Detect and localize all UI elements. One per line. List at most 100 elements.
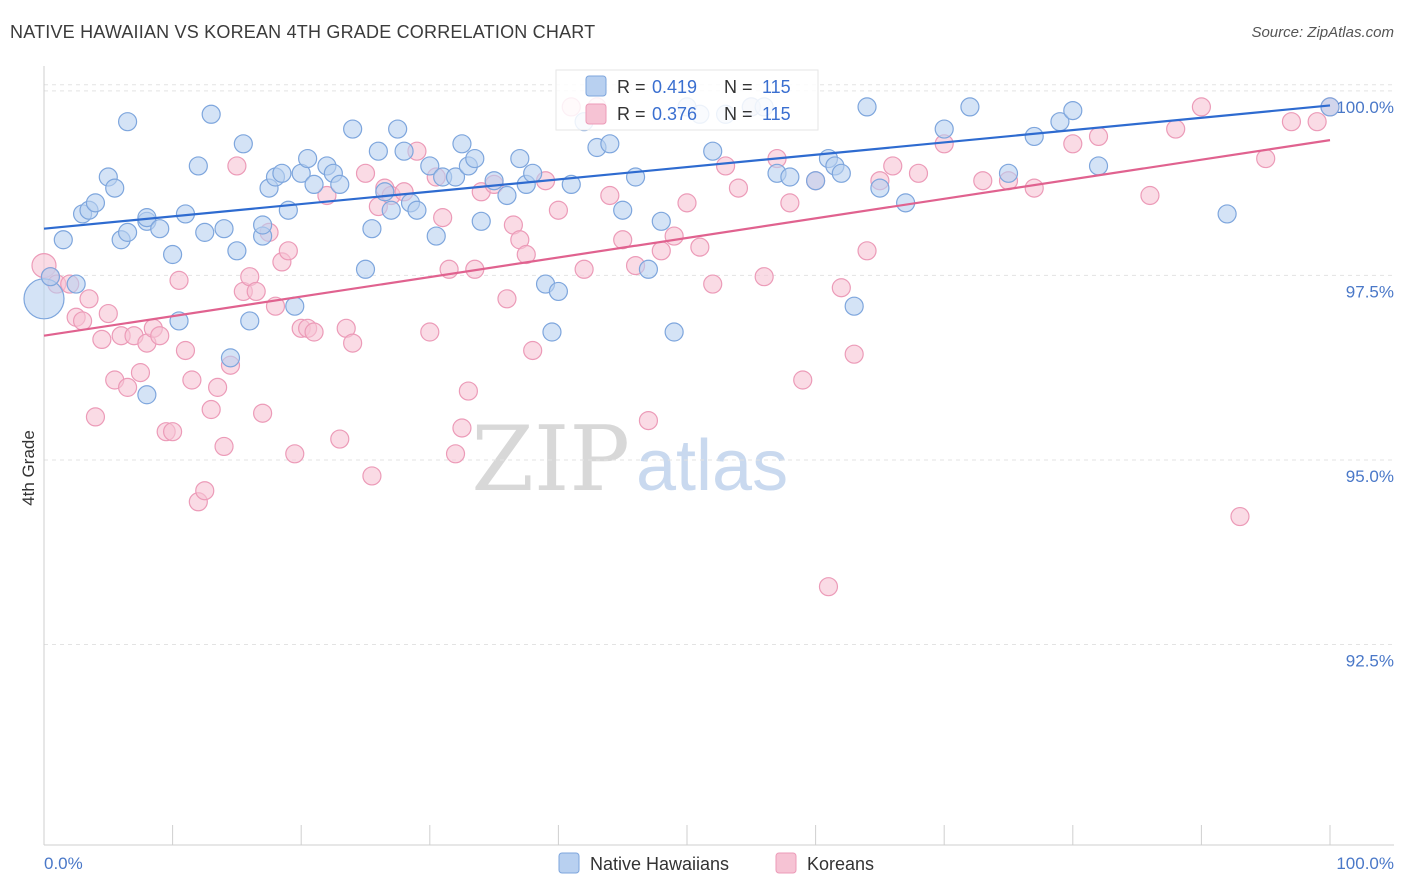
native-hawaiian-point-22 xyxy=(214,219,234,239)
legend-label-koreans: Koreans xyxy=(807,854,874,874)
native-hawaiian-point-88 xyxy=(857,97,877,117)
native-hawaiian-point-33 xyxy=(285,296,305,316)
korean-point-5 xyxy=(72,311,93,331)
x-tick-label-max: 100.0% xyxy=(1336,854,1394,873)
korean-point-105 xyxy=(1191,97,1212,117)
korean-point-21 xyxy=(175,340,196,361)
korean-point-85 xyxy=(754,267,774,287)
legend-top-swatch-blue xyxy=(585,75,607,97)
korean-point-98 xyxy=(973,171,993,191)
native-hawaiian-point-46 xyxy=(388,119,408,139)
korean-point-58 xyxy=(452,418,472,438)
native-hawaiian-point-54 xyxy=(452,134,472,154)
korean-point-63 xyxy=(497,289,517,309)
native-hawaiian-point-14 xyxy=(137,385,157,405)
y-axis-title: 4th Grade xyxy=(19,430,38,506)
korean-point-7 xyxy=(85,407,106,427)
korean-point-101 xyxy=(1063,134,1083,154)
korean-point-92 xyxy=(844,344,864,364)
korean-point-104 xyxy=(1166,119,1186,139)
korean-point-17 xyxy=(150,326,170,346)
korean-point-38 xyxy=(285,444,305,464)
korean-point-88 xyxy=(793,370,813,390)
native-hawaiian-point-3 xyxy=(66,274,86,294)
korean-point-109 xyxy=(1307,112,1327,132)
korean-point-76 xyxy=(638,410,659,431)
legend-top-r-label-2: R = xyxy=(617,104,646,124)
korean-point-14 xyxy=(130,363,151,383)
korean-point-103 xyxy=(1140,185,1160,206)
korean-point-12 xyxy=(117,377,138,397)
korean-point-25 xyxy=(201,399,221,420)
native-hawaiian-point-72 xyxy=(638,259,659,279)
native-hawaiian-point-91 xyxy=(934,119,954,139)
legend-top-r-label-1: R = xyxy=(617,77,646,97)
korean-point-95 xyxy=(883,156,903,176)
native-hawaiian-point-2 xyxy=(53,230,73,250)
korean-point-93 xyxy=(857,241,877,261)
korean-point-47 xyxy=(362,466,382,486)
native-hawaiian-point-10 xyxy=(117,222,138,242)
native-hawaiian-point-31 xyxy=(272,163,292,183)
native-hawaiian-point-97 xyxy=(1088,156,1109,176)
korean-point-96 xyxy=(908,163,929,183)
native-hawaiian-point-35 xyxy=(298,148,318,169)
native-hawaiian-point-89 xyxy=(870,178,890,198)
native-hawaiian-point-70 xyxy=(613,200,633,220)
legend-top-n-label-2: N = xyxy=(724,104,753,124)
native-hawaiian-point-25 xyxy=(233,134,253,154)
native-hawaiian-point-83 xyxy=(805,171,826,191)
korean-point-69 xyxy=(548,200,569,220)
native-hawaiian-point-51 xyxy=(426,226,446,246)
legend-swatch-native-hawaiians xyxy=(558,852,580,874)
korean-point-42 xyxy=(317,185,337,206)
korean-point-106 xyxy=(1230,506,1250,527)
native-hawaiian-point-86 xyxy=(831,163,851,183)
korean-point-41 xyxy=(304,322,324,342)
native-hawaiian-point-42 xyxy=(362,219,382,239)
korean-point-45 xyxy=(343,333,363,353)
korean-point-77 xyxy=(651,241,671,261)
native-hawaiian-point-59 xyxy=(497,185,517,206)
korean-point-6 xyxy=(79,289,99,309)
korean-point-20 xyxy=(169,270,189,290)
korean-point-82 xyxy=(715,156,736,176)
native-hawaiian-point-11 xyxy=(117,112,138,132)
trend-line-koreans xyxy=(43,139,1331,337)
korean-point-59 xyxy=(458,381,478,401)
native-hawaiian-point-21 xyxy=(201,104,221,124)
native-hawaiian-point-73 xyxy=(651,211,671,231)
native-hawaiian-point-98 xyxy=(1217,204,1237,224)
axes xyxy=(43,66,1394,846)
native-hawaiian-point-15 xyxy=(150,219,170,239)
korean-point-43 xyxy=(330,429,350,449)
native-hawaiian-point-20 xyxy=(195,222,215,242)
korean-point-55 xyxy=(433,208,453,228)
native-hawaiian-point-24 xyxy=(227,241,247,261)
legend-top-r-value-2: 0.376 xyxy=(652,104,697,124)
native-hawaiian-point-8 xyxy=(105,178,125,198)
korean-point-87 xyxy=(780,193,800,213)
native-hawaiian-point-28 xyxy=(253,215,273,235)
y-tick-label-1: 97.5% xyxy=(1346,282,1394,301)
korean-point-32 xyxy=(246,281,266,302)
korean-point-81 xyxy=(703,274,723,294)
native-hawaiian-point-45 xyxy=(381,200,401,220)
x-tick-label-min: 0.0% xyxy=(44,854,83,873)
native-hawaiian-point-23 xyxy=(220,348,241,368)
native-hawaiian-point-93 xyxy=(998,163,1019,183)
native-hawaiian-point-66 xyxy=(561,174,581,195)
trend-lines xyxy=(43,104,1331,337)
korean-point-71 xyxy=(574,259,594,279)
korean-point-108 xyxy=(1281,112,1302,132)
native-hawaiian-point-57 xyxy=(471,211,491,231)
korean-point-9 xyxy=(98,303,118,324)
korean-point-8 xyxy=(92,329,112,350)
korean-point-29 xyxy=(227,156,247,176)
native-hawaiian-point-43 xyxy=(368,141,388,161)
y-tick-labels: 100.0% 97.5% 95.0% 92.5% xyxy=(1336,98,1394,671)
legend-top: R = 0.419 N = 115 R = 0.376 N = 115 xyxy=(555,69,819,131)
native-hawaiian-point-64 xyxy=(542,322,562,342)
trend-line-native-hawaiians xyxy=(43,104,1331,230)
native-hawaiian-point-65 xyxy=(548,281,569,302)
